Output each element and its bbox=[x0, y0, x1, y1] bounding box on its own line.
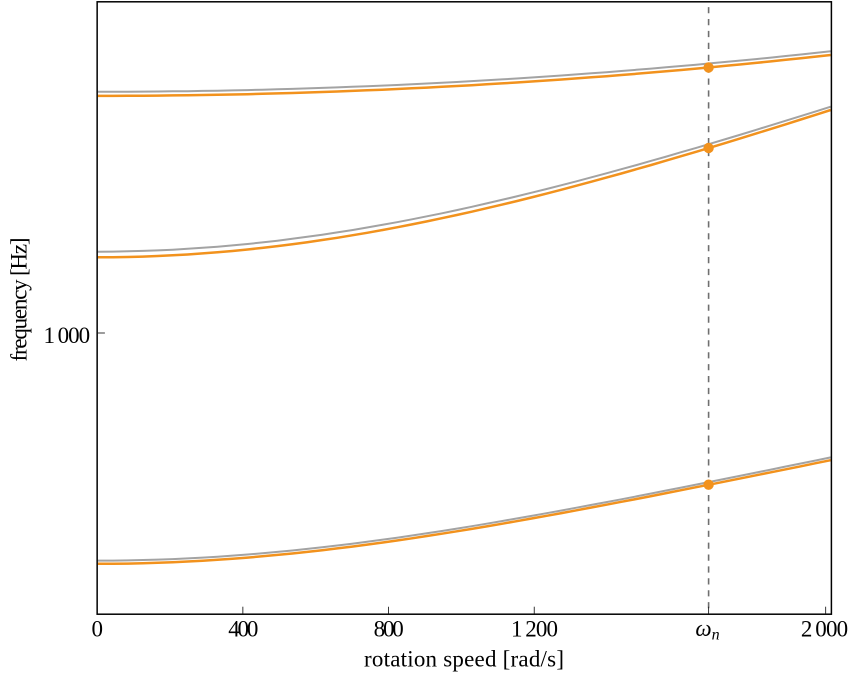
svg-text:1 200: 1 200 bbox=[511, 617, 558, 642]
svg-text:rotation speed [rad/s]: rotation speed [rad/s] bbox=[364, 646, 564, 671]
svg-text:0: 0 bbox=[91, 617, 103, 642]
svg-text:2 000: 2 000 bbox=[801, 617, 848, 642]
svg-text:800: 800 bbox=[374, 617, 404, 642]
svg-text:1 000: 1 000 bbox=[43, 323, 90, 348]
svg-text:frequency [Hz]: frequency [Hz] bbox=[6, 238, 31, 362]
svg-text:ωn: ωn bbox=[695, 616, 719, 644]
svg-text:400: 400 bbox=[228, 617, 258, 642]
